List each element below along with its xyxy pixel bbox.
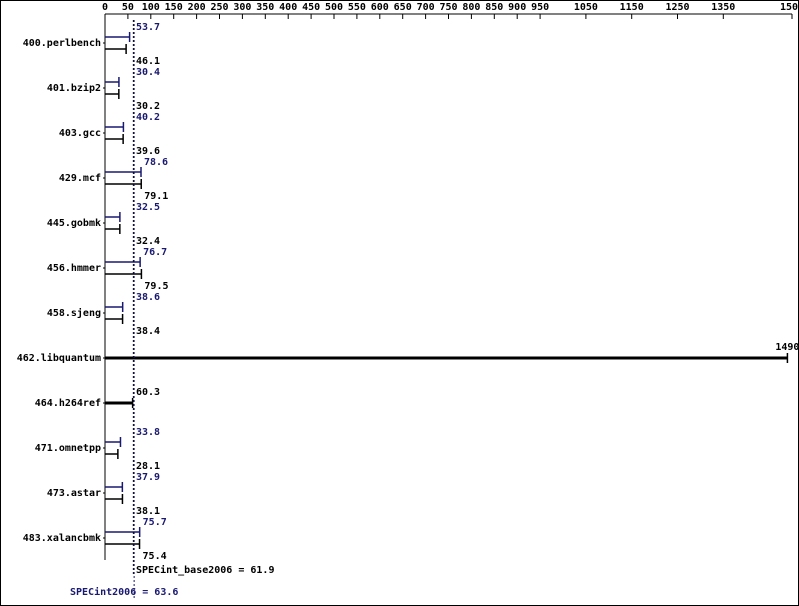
value-label: 40.2: [136, 112, 160, 123]
category-label: 403.gcc: [59, 128, 101, 139]
x-tick-label: 700: [417, 2, 435, 13]
value-label: 32.5: [136, 202, 160, 213]
category-label: 462.libquantum: [17, 352, 101, 364]
summary-value: 61.9: [250, 565, 274, 576]
x-tick-label: 200: [188, 2, 206, 13]
x-tick-label: 250: [210, 2, 228, 13]
category-label: 445.gobmk: [47, 218, 101, 229]
x-tick-label: 950: [531, 2, 549, 13]
summary-name: SPECint_base2006: [136, 564, 232, 576]
value-label: 38.4: [136, 326, 160, 337]
value-label: 32.4: [136, 236, 160, 247]
x-tick-label: 500: [325, 2, 343, 13]
x-tick-label: 900: [508, 2, 526, 13]
x-tick-label: 750: [439, 2, 457, 13]
summary-eq: =: [232, 565, 250, 576]
category-label: 471.omnetpp: [35, 443, 101, 454]
x-tick-label: 400: [279, 2, 297, 13]
x-tick-label: 450: [302, 2, 320, 13]
category-label: 400.perlbench: [23, 38, 101, 49]
x-tick-label: 1050: [574, 2, 598, 13]
value-label: 75.4: [143, 551, 167, 562]
x-tick-label: 100: [142, 2, 160, 13]
summary-label: SPECint2006 = 63.6: [70, 586, 178, 598]
category-label: 401.bzip2: [47, 82, 101, 94]
category-label: 483.xalancbmk: [23, 533, 101, 544]
value-label: 28.1: [136, 461, 160, 472]
value-label: 78.6: [144, 157, 168, 168]
value-label: 46.1: [136, 56, 160, 67]
x-tick-label: 800: [462, 2, 480, 13]
category-label: 429.mcf: [59, 173, 101, 184]
value-label: 30.2: [136, 101, 160, 112]
value-label: 53.7: [136, 22, 160, 33]
x-tick-label: 1250: [665, 2, 689, 13]
x-tick-label: 550: [348, 2, 366, 13]
value-label: 1490: [775, 342, 799, 353]
value-label: 39.6: [136, 146, 160, 157]
summary-label: SPECint_base2006 = 61.9: [136, 564, 274, 576]
value-label: 38.6: [136, 292, 160, 303]
x-tick-label: 650: [394, 2, 412, 13]
value-label: 33.8: [136, 427, 160, 438]
summary-eq: =: [136, 587, 154, 598]
x-tick-label: 850: [485, 2, 503, 13]
value-label: 60.3: [136, 387, 160, 398]
value-label: 38.1: [136, 506, 160, 517]
category-label: 464.h264ref: [35, 398, 101, 409]
x-tick-label: 300: [233, 2, 251, 13]
category-label: 473.astar: [47, 488, 101, 499]
value-label: 76.7: [143, 247, 167, 258]
summary-name: SPECint2006: [70, 586, 136, 598]
x-tick-label: 1350: [711, 2, 735, 13]
x-tick-label: 1500: [780, 2, 799, 13]
category-label: 456.hmmer: [47, 263, 101, 274]
x-tick-label: 600: [371, 2, 389, 13]
x-tick-label: 150: [165, 2, 183, 13]
summary-value: 63.6: [154, 587, 178, 598]
x-tick-label: 50: [122, 2, 134, 13]
value-label: 75.7: [143, 517, 167, 528]
x-tick-label: 1150: [620, 2, 644, 13]
value-label: 79.5: [144, 281, 168, 292]
category-label: 458.sjeng: [47, 307, 101, 319]
value-label: 30.4: [136, 67, 160, 78]
value-label: 37.9: [136, 472, 160, 483]
x-tick-label: 350: [256, 2, 274, 13]
value-label: 79.1: [144, 191, 168, 202]
x-tick-label: 0: [102, 2, 108, 13]
